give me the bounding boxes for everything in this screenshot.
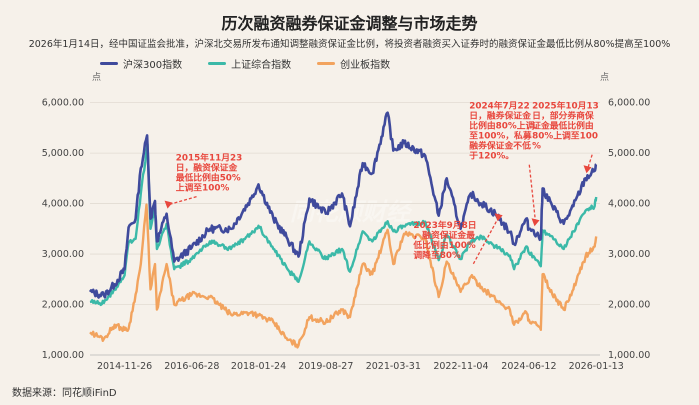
annotation-text-line: 上调至100% [176,182,230,194]
y-tick-label-left: 1,000.00 [42,350,84,361]
y-tick-label-left: 3,000.00 [42,249,84,260]
y-tick-label-right: 4,000.00 [608,199,650,210]
annotation-text-line: 2025年10月13 [532,100,599,112]
annotation-text-line: 2023年9月8日 [413,219,476,231]
annotation-text-line: 日，融资保证金 [176,162,238,174]
x-tick-label: 2019-08-27 [298,361,353,372]
y-tick-label-right: 2,000.00 [608,300,650,311]
y-unit-right: 点 [600,72,609,83]
legend-item-chinext: 创业板指数 [317,56,390,71]
legend-label-hs300: 沪深300指数 [123,60,183,71]
annotation-text-line: 证金最低比例由 [532,120,594,132]
annotation-text-line: 调降至80% [413,249,461,261]
x-tick-label: 2021-03-31 [366,361,421,372]
axis-layer: 1,000.00 1,000.00 2,000.00 2,000.00 3,000.00… [42,98,651,372]
chart-legend: 沪深300指数 上证综合指数 创业板指数 [100,56,390,71]
y-tick-label-left: 4,000.00 [42,199,84,210]
annotation-text-line: 日，部分券商保 [532,110,594,122]
annotation-arrowhead [164,200,173,209]
y-tick-label-right: 6,000.00 [608,98,650,109]
annotation-text-line: 2015年11月23 [176,152,243,164]
chart-subtitle: 2026年1月14日，经中国证监会批准，沪深北交易所发布通知调整融资保证金比例，… [28,39,671,50]
data-source: 数据来源：同花顺iFinD [12,388,117,399]
annotation-arrowhead [583,165,592,174]
series-line [89,203,598,349]
y-unit-left: 点 [92,72,101,83]
annotation-text-line: 低比例由100% [412,239,476,251]
y-tick-label-left: 2,000.00 [42,300,84,311]
legend-label-chinext: 创业板指数 [340,60,391,71]
chart-title: 历次融资融券保证金调整与市场走势 [221,14,478,33]
legend-item-hs300: 沪深300指数 [100,56,182,71]
annotation-text-line: 于120%。 [469,151,514,162]
y-tick-label-right: 3,000.00 [608,249,650,260]
legend-swatch-hs300 [100,62,118,65]
annotation-text-line: 80%上调至100 [532,130,598,142]
legend-swatch-shcomp [208,62,227,65]
x-tick-label: 2014-11-26 [97,361,152,372]
grid-layer [90,102,600,356]
x-tick-label: 2026-01-13 [569,361,624,372]
annotation-text-line: 2024年7月22 [469,100,529,112]
annotation-text-line: 比例由80%上调 [469,120,534,132]
annotation-arrowhead [531,218,540,227]
annotation-text-line: 日，融券保证金 [469,110,531,122]
x-tick-label: 2016-06-28 [164,361,219,372]
y-tick-label-left: 6,000.00 [42,98,84,109]
x-tick-label: 2018-01-24 [231,361,286,372]
annotation: 2024年7月22日，融券保证金比例由80%上调至100%，私募融券保证金不低于… [469,100,540,227]
annotation-text-line: 至100%，私募 [469,130,532,142]
legend-swatch-chinext [317,62,336,65]
y-tick-label-right: 5,000.00 [608,148,650,159]
x-tick-label: 2024-06-12 [501,361,556,372]
annotation-text-line: 最低比例由50% [176,172,241,184]
legend-item-shcomp: 上证综合指数 [208,56,291,71]
series-layer [88,111,598,349]
annotation-text-line: 融券保证金不低 [469,140,531,152]
y-tick-label-right: 1,000.00 [608,350,650,361]
series-line [88,111,598,299]
x-tick-label: 2022-11-04 [433,361,488,372]
annotation-text-line: ，融资保证金最 [413,229,475,241]
annotation-arrowhead [494,213,503,222]
annotation-arrow [472,216,500,265]
annotation-text-line: % [532,142,541,152]
y-tick-label-left: 5,000.00 [42,148,84,159]
legend-label-shcomp: 上证综合指数 [231,60,292,71]
annotation-arrow [528,164,537,223]
series-line [89,142,598,307]
